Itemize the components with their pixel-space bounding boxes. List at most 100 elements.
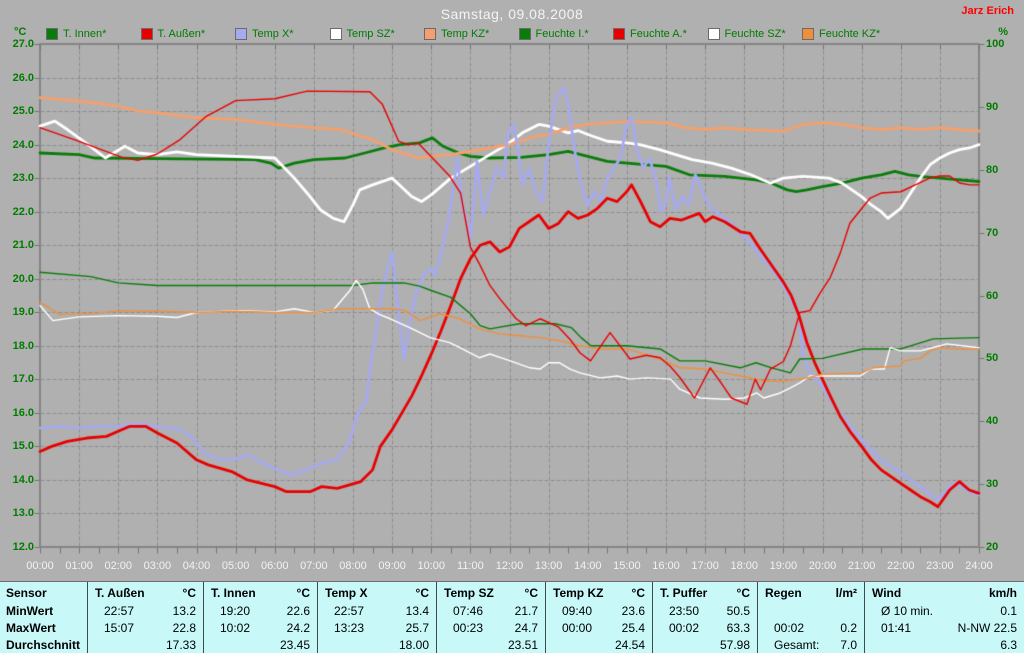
max-time: 00:00	[562, 621, 593, 635]
legend-label: Feuchte SZ*	[724, 28, 786, 40]
page-title: Samstag, 09.08.2008	[440, 6, 584, 22]
min-time: Ø 10 min.	[881, 604, 934, 618]
min-time: 19:20	[220, 604, 251, 618]
sensor-name: T. Innen	[211, 586, 256, 600]
right-axis-tick-label: 40	[986, 415, 999, 428]
max-time: 00:23	[453, 621, 484, 635]
sensor-unit: °C	[631, 586, 645, 600]
right-axis-tick-label: 80	[986, 163, 999, 176]
stats-col-temp-x: Temp X °C 22:57 13.4 13:23 25.7 18.00	[318, 582, 437, 653]
min-time: 22:57	[334, 604, 365, 618]
sensor-name: Temp KZ	[553, 586, 604, 600]
stats-row-label: Durchschnitt	[6, 638, 81, 652]
author-signature: Jarz Erich	[961, 5, 1014, 17]
avg-value: 18.00	[398, 638, 429, 652]
avg-value: 57.98	[719, 638, 750, 652]
max-time: 00:02	[669, 621, 700, 635]
x-axis-tick-label: 00:00	[26, 560, 54, 572]
stats-max-cell: 00:23 24.7	[437, 620, 545, 637]
stats-row-label-cell: MinWert	[0, 603, 87, 620]
min-value: 0.1	[1000, 604, 1017, 618]
stats-col-t-puffer: T. Puffer °C 23:50 50.5 00:02 63.3 57.98	[653, 582, 758, 653]
left-axis-tick-label: 20.0	[12, 272, 34, 285]
sensor-name: T. Puffer	[660, 586, 708, 600]
stats-min-cell: 07:46 21.7	[437, 603, 545, 620]
stats-row-label: Sensor	[6, 586, 47, 600]
x-axis-tick-label: 16:00	[652, 560, 680, 572]
legend-swatch-icon	[518, 28, 531, 40]
stats-min-cell	[758, 603, 864, 620]
sensor-name: T. Außen	[95, 586, 145, 600]
avg-value: 23.51	[507, 638, 538, 652]
x-axis-tick-label: 15:00	[613, 560, 641, 572]
x-axis-tick-label: 06:00	[260, 560, 289, 572]
min-time: 09:40	[562, 604, 593, 618]
legend-swatch-icon	[46, 28, 58, 40]
legend-label: T. Innen*	[63, 28, 107, 40]
legend-label: Feuchte I.*	[535, 28, 589, 40]
legend-swatch-icon	[424, 28, 436, 40]
stats-avg-cell: 23.45	[204, 637, 317, 653]
x-axis-tick-label: 21:00	[847, 560, 876, 572]
stats-col-temp-kz: Temp KZ °C 09:40 23.6 00:00 25.4 24.54	[546, 582, 653, 653]
legend-label: Feuchte A.*	[630, 28, 687, 40]
sensor-unit: km/h	[988, 586, 1017, 600]
sensor-name: Temp X	[325, 586, 368, 600]
legend-item-t-au-en-: T. Außen*	[140, 27, 236, 41]
right-axis-unit: %	[998, 26, 1008, 38]
x-axis-tick-label: 13:00	[534, 560, 563, 572]
min-time: 07:46	[453, 604, 484, 618]
stats-avg-cell: 24.54	[546, 637, 652, 653]
max-value: 22.8	[172, 621, 196, 635]
right-axis-tick-label: 60	[986, 289, 999, 302]
x-axis-tick-label: 03:00	[143, 560, 172, 572]
legend-label: Temp SZ*	[346, 28, 395, 40]
x-axis-tick-label: 07:00	[300, 560, 328, 572]
avg-value: 17.33	[165, 638, 196, 652]
legend-swatch-icon	[707, 28, 720, 40]
stats-col-t-innen: T. Innen °C 19:20 22.6 10:02 24.2 23.45	[204, 582, 318, 653]
sensor-unit: °C	[182, 586, 196, 600]
min-value: 22.6	[286, 604, 310, 618]
left-axis-tick-label: 21.0	[12, 239, 34, 252]
min-value: 13.4	[405, 604, 429, 618]
max-time: 13:23	[334, 621, 365, 635]
right-axis-tick-label: 20	[986, 541, 999, 553]
max-value: 24.2	[286, 621, 310, 635]
legend-label: T. Außen*	[157, 28, 206, 40]
max-time: 01:41	[881, 621, 912, 635]
left-axis-tick-label: 27.0	[12, 38, 34, 50]
stats-avg-cell: 6.3	[865, 637, 1024, 653]
legend-item-feuchte-kz-: Feuchte KZ*	[802, 27, 897, 41]
stats-row-label-cell: MaxWert	[0, 620, 87, 637]
stats-max-cell: 10:02 24.2	[204, 620, 317, 637]
stats-max-cell: 01:41 N-NW 22.5	[865, 620, 1024, 637]
min-value: 50.5	[726, 604, 750, 618]
stats-col-temp-sz: Temp SZ °C 07:46 21.7 00:23 24.7 23.51	[437, 582, 546, 653]
legend: T. Innen* T. Außen* Temp X* Temp SZ* Temp KZ…	[46, 27, 897, 41]
sensor-unit: °C	[524, 586, 538, 600]
right-axis-tick-label: 70	[986, 226, 999, 239]
stats-col-wind: Wind km/h Ø 10 min. 0.1 01:41 N-NW 22.5 6.3	[865, 582, 1024, 653]
stats-header-cell: Temp SZ °C	[437, 582, 545, 603]
legend-item-temp-kz-: Temp KZ*	[424, 27, 519, 41]
sensor-unit: l/m²	[835, 586, 857, 600]
stats-min-cell: Ø 10 min. 0.1	[865, 603, 1024, 620]
stats-max-cell: 00:00 25.4	[546, 620, 652, 637]
stats-header-cell: Temp X °C	[318, 582, 436, 603]
min-time: 22:57	[104, 604, 135, 618]
max-value: N-NW 22.5	[957, 621, 1017, 635]
x-axis-tick-label: 23:00	[926, 560, 954, 572]
min-value: 21.7	[514, 604, 538, 618]
max-value: 63.3	[726, 621, 750, 635]
left-axis-tick-label: 25.0	[12, 105, 34, 118]
stats-max-cell: 00:02 0.2	[758, 620, 864, 637]
legend-swatch-icon	[140, 28, 153, 40]
stats-max-cell: 00:02 63.3	[653, 620, 757, 637]
left-axis-tick-label: 16.0	[12, 406, 34, 419]
stats-min-cell: 19:20 22.6	[204, 603, 317, 620]
right-axis-tick-label: 50	[986, 352, 999, 365]
right-axis-tick-label: 100	[986, 38, 1005, 50]
x-axis-tick-label: 14:00	[573, 560, 602, 572]
